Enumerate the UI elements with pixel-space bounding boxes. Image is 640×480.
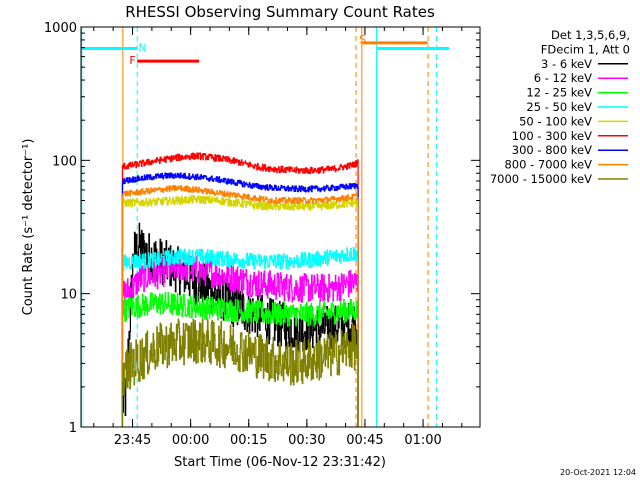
y-axis: 1 10 100 1000 bbox=[44, 21, 480, 436]
series-layer bbox=[121, 152, 359, 428]
legend-label-3: 25 - 50 keV bbox=[526, 100, 592, 114]
legend-label-7: 800 - 7000 keV bbox=[504, 158, 592, 172]
flag-label-3: F bbox=[129, 54, 135, 67]
legend-label-5: 100 - 300 keV bbox=[512, 129, 592, 143]
x-tick-label-1: 00:00 bbox=[172, 433, 209, 448]
x-tick-label-3: 00:30 bbox=[288, 433, 325, 448]
flag-label-1: N bbox=[138, 41, 146, 54]
series-line-6 bbox=[121, 172, 359, 428]
plot-frame bbox=[80, 26, 481, 428]
x-tick-label-5: 01:00 bbox=[404, 433, 441, 448]
x-axis: 23:45 00:00 00:15 00:30 00:45 01:00 bbox=[93, 27, 463, 448]
x-tick-label-2: 00:15 bbox=[230, 433, 267, 448]
series-line-2 bbox=[121, 292, 359, 428]
legend-label-6: 300 - 800 keV bbox=[512, 143, 592, 157]
x-axis-label: Start Time (06-Nov-12 23:31:42) bbox=[174, 455, 386, 470]
legend: Det 1,3,5,6,9,FDecim 1, Att 03 - 6 keV6 … bbox=[490, 28, 630, 186]
flag-label-0: S bbox=[359, 33, 366, 46]
series-line-3 bbox=[121, 246, 359, 428]
series-line-8 bbox=[121, 318, 359, 428]
legend-header-0: Det 1,3,5,6,9, bbox=[551, 28, 630, 42]
legend-label-1: 6 - 12 keV bbox=[534, 71, 592, 85]
flags-layer: S NF bbox=[81, 33, 450, 67]
x-tick-label-4: 00:45 bbox=[346, 433, 383, 448]
y-tick-label-1: 10 bbox=[60, 288, 77, 303]
y-tick-label-3: 1000 bbox=[44, 21, 77, 36]
series-line-5 bbox=[121, 152, 359, 428]
y-tick-label-2: 100 bbox=[52, 154, 77, 169]
legend-header-1: FDecim 1, Att 0 bbox=[541, 42, 630, 56]
series-line-7 bbox=[121, 185, 359, 428]
y-tick-label-0: 1 bbox=[69, 421, 77, 436]
footer-timestamp: 20-Oct-2021 12:04 bbox=[560, 468, 636, 477]
legend-label-0: 3 - 6 keV bbox=[541, 57, 592, 71]
legend-label-4: 50 - 100 keV bbox=[519, 114, 592, 128]
y-axis-label: Count Rate (s⁻¹ detector⁻¹) bbox=[21, 139, 36, 316]
legend-label-2: 12 - 25 keV bbox=[526, 86, 592, 100]
series-line-1 bbox=[121, 252, 359, 428]
series-line-4 bbox=[121, 195, 359, 428]
x-tick-label-0: 23:45 bbox=[114, 433, 151, 448]
chart-title: RHESSI Observing Summary Count Rates bbox=[125, 3, 435, 21]
legend-label-8: 7000 - 15000 keV bbox=[490, 172, 592, 186]
